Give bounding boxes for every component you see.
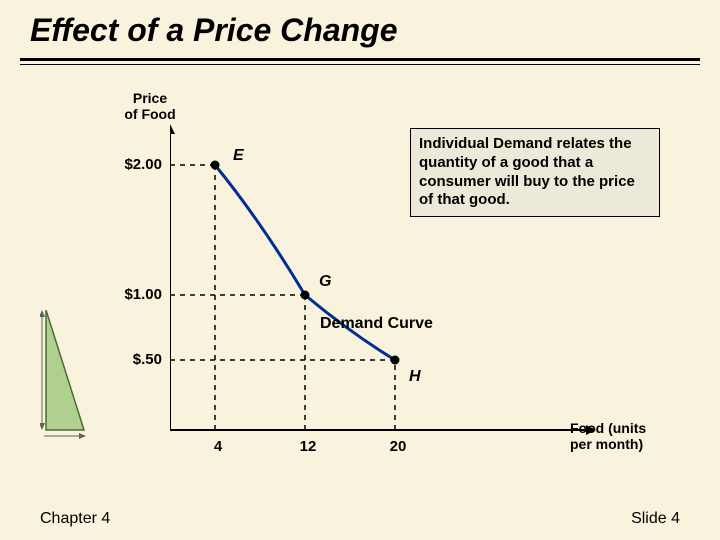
y-tick-0: $2.00 (110, 156, 162, 173)
x-axis-label: Food (unitsper month) (570, 420, 700, 452)
x-tick-2: 20 (383, 438, 413, 455)
point-label-H: H (409, 368, 421, 386)
x-tick-1: 12 (293, 438, 323, 455)
x-tick-0: 4 (203, 438, 233, 455)
point-label-G: G (319, 273, 331, 291)
point-label-E: E (233, 147, 244, 165)
page-title: Effect of a Price Change (30, 12, 398, 49)
demand-curve-label: Demand Curve (320, 315, 433, 333)
title-rule-top (20, 58, 700, 61)
y-tick-1: $1.00 (110, 286, 162, 303)
footer-chapter: Chapter 4 (40, 510, 110, 528)
y-axis-label: Priceof Food (110, 90, 190, 122)
chart-svg (170, 120, 600, 470)
footer-slide-number: Slide 4 (631, 510, 680, 528)
decor-arrow-icon (40, 310, 90, 440)
slide: Effect of a Price Change Individual Dema… (0, 0, 720, 540)
y-tick-2: $.50 (110, 351, 162, 368)
decorative-arrow (40, 310, 90, 440)
demand-chart (170, 120, 600, 470)
title-rule-bottom (20, 64, 700, 65)
